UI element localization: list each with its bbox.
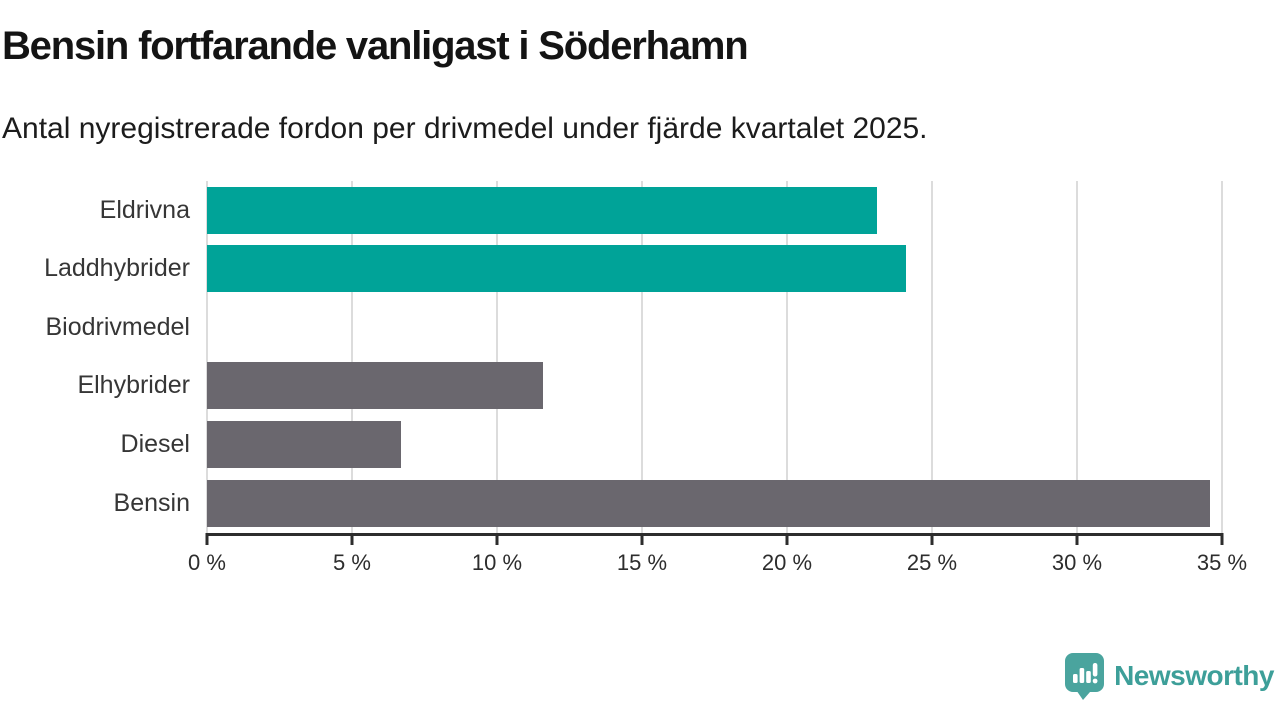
x-tick-label-25: 25 % — [906, 550, 958, 575]
gridline-30 — [1076, 181, 1078, 533]
category-label-elhybrider: Elhybrider — [77, 371, 190, 400]
x-tick-15 — [640, 533, 644, 545]
x-tick-10 — [495, 533, 499, 545]
chart-row-eldrivna: Eldrivna — [100, 181, 1222, 240]
chart-row-elhybrider: Elhybrider — [77, 357, 1222, 416]
gridline-5 — [351, 181, 353, 533]
bar-eldrivna — [207, 186, 877, 234]
x-tick-label-5: 5 % — [333, 550, 371, 575]
category-label-laddhybrider: Laddhybrider — [44, 254, 190, 283]
bar-elhybrider — [207, 362, 544, 410]
x-tick-35 — [1220, 533, 1224, 545]
x-tick-20 — [785, 533, 789, 545]
chart-row-biodrivmedel: Biodrivmedel — [45, 298, 1222, 357]
x-tick-label-10: 10 % — [471, 550, 523, 575]
brand-wordmark: Newsworthy — [1114, 660, 1274, 691]
chart-row-laddhybrider: Laddhybrider — [44, 240, 1222, 299]
bar-bensin — [207, 479, 1211, 527]
plot-area: Eldrivna Laddhybrider Biodrivmedel Elhybrid… — [44, 181, 1223, 533]
x-tick-label-0: 0 % — [188, 550, 226, 575]
category-label-eldrivna: Eldrivna — [99, 195, 190, 224]
brand-link[interactable]: Newsworthy — [1064, 652, 1274, 700]
gridline-0 — [206, 181, 208, 533]
chart-title: Bensin fortfarande vanligast i Söderhamn — [2, 24, 749, 68]
bar-laddhybrider — [207, 245, 906, 293]
gridline-25 — [931, 181, 933, 533]
category-label-diesel: Diesel — [120, 430, 190, 459]
gridline-20 — [786, 181, 788, 533]
bar-diesel — [207, 421, 402, 469]
chart-subtitle: Antal nyregistrerade fordon per drivmede… — [2, 112, 928, 145]
x-tick-label-15: 15 % — [616, 550, 668, 575]
x-tick-label-35: 35 % — [1196, 550, 1248, 575]
x-axis-line — [207, 533, 1222, 536]
x-tick-label-30: 30 % — [1051, 550, 1103, 575]
x-tick-30 — [1075, 533, 1079, 545]
x-tick-label-20: 20 % — [761, 550, 813, 575]
x-tick-5 — [350, 533, 354, 545]
gridline-35 — [1221, 181, 1223, 533]
x-tick-25 — [930, 533, 934, 545]
gridline-15 — [641, 181, 643, 533]
gridline-10 — [496, 181, 498, 533]
chart-row-bensin: Bensin — [114, 474, 1222, 533]
x-tick-0 — [205, 533, 209, 545]
chart-row-diesel: Diesel — [121, 416, 1222, 475]
category-label-bensin: Bensin — [113, 488, 190, 517]
category-label-biodrivmedel: Biodrivmedel — [45, 312, 190, 341]
x-axis: 0 % 5 % 10 % 15 % 20 % 25 % 30 % 35 % — [188, 533, 1247, 593]
newsworthy-logo-icon — [1064, 652, 1105, 700]
